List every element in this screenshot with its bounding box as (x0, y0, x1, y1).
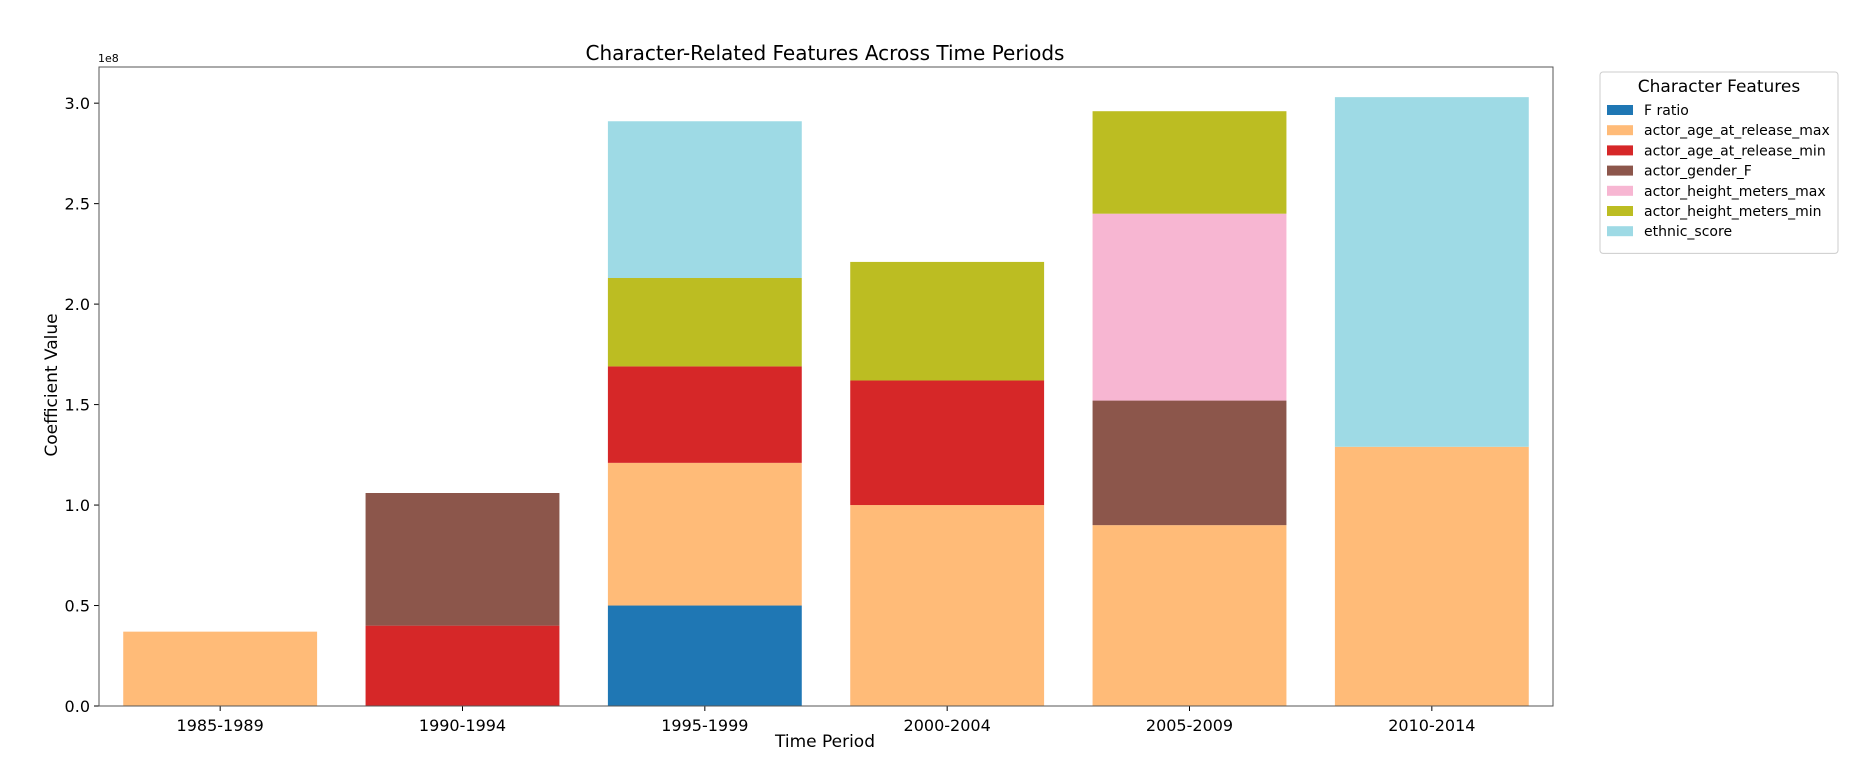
bar-2000-2004-actor_height_meters_min (850, 261, 1045, 381)
y-axis-multiplier: 1e8 (98, 52, 119, 65)
y-tick-label: 3.0 (65, 94, 90, 113)
legend-swatch (1607, 206, 1633, 216)
y-axis-label: Coefficient Value (42, 313, 62, 456)
legend: Character Features F ratio actor_age_at_re… (1599, 71, 1839, 254)
bar-2005-2009-actor_height_meters_min (1092, 111, 1287, 214)
y-tick-label: 0.0 (65, 697, 90, 716)
plot-frame (98, 66, 1554, 707)
legend-label: actor_height_meters_min (1644, 204, 1822, 220)
x-tick-label: 2000-2004 (904, 716, 991, 735)
bar-1990-1994-actor_age_at_release_min (365, 625, 560, 706)
bar-2010-2014-actor_age_at_release_max (1334, 446, 1529, 706)
y-tick-label: 1.0 (65, 496, 90, 515)
chart-title: Character-Related Features Across Time P… (586, 41, 1065, 65)
bar-1995-1999-actor_age_at_release_max (607, 462, 802, 606)
legend-swatch (1607, 145, 1633, 156)
bar-2005-2009-actor_gender_F (1092, 400, 1287, 526)
bar-2010-2014-ethnic_score (1334, 97, 1529, 447)
x-axis-label: Time Period (774, 732, 875, 752)
legend-label: actor_gender_F (1644, 164, 1752, 180)
legend-box (1599, 71, 1839, 254)
legend-label: actor_height_meters_max (1644, 184, 1826, 200)
y-tick-label: 1.5 (65, 396, 90, 415)
bar-2005-2009-actor_height_meters_max (1092, 213, 1287, 401)
axes-layer: 1985-1989 1990-1994 1995-1999 2000-2004 2005… (65, 66, 1554, 735)
legend-swatch (1607, 165, 1633, 176)
bar-1995-1999-ethnic_score (607, 121, 802, 278)
x-tick-label: 1990-1994 (419, 716, 506, 735)
legend-swatch (1607, 226, 1633, 237)
legend-label: F ratio (1644, 103, 1689, 119)
legend-label: actor_age_at_release_min (1644, 143, 1826, 159)
legend-label: ethnic_score (1644, 224, 1732, 240)
bar-2000-2004-actor_age_at_release_min (850, 380, 1045, 506)
bar-1985-1989-actor_age_at_release_max (123, 631, 318, 706)
legend-label: actor_age_at_release_max (1644, 123, 1830, 139)
legend-title: Character Features (1638, 77, 1801, 97)
x-tick-label: 2005-2009 (1146, 716, 1233, 735)
y-tick-label: 2.0 (65, 295, 90, 314)
y-tick-label: 2.5 (65, 195, 90, 214)
legend-swatch (1607, 125, 1633, 136)
bars-layer (123, 97, 1529, 706)
bar-1995-1999-F ratio (607, 605, 802, 706)
x-tick-label: 1995-1999 (661, 716, 748, 735)
x-tick-label: 1985-1989 (177, 716, 264, 735)
x-tick-label: 2010-2014 (1388, 716, 1475, 735)
legend-swatch (1607, 105, 1633, 115)
bar-2005-2009-actor_age_at_release_max (1092, 525, 1287, 706)
bar-1995-1999-actor_height_meters_min (607, 277, 802, 367)
bar-2000-2004-actor_age_at_release_max (850, 505, 1045, 706)
y-tick-label: 0.5 (65, 597, 90, 616)
legend-swatch (1607, 185, 1633, 196)
bar-1990-1994-actor_gender_F (365, 493, 560, 626)
bar-1995-1999-actor_age_at_release_min (607, 366, 802, 463)
